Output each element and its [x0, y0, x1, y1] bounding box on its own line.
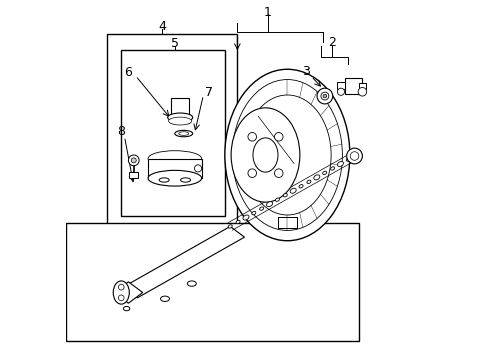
Ellipse shape	[123, 306, 130, 311]
Ellipse shape	[313, 175, 319, 180]
Ellipse shape	[337, 161, 343, 166]
Circle shape	[357, 87, 366, 96]
Text: 4: 4	[158, 20, 166, 33]
Ellipse shape	[322, 171, 326, 175]
Circle shape	[131, 158, 136, 163]
Ellipse shape	[148, 170, 201, 186]
Polygon shape	[114, 282, 142, 303]
Circle shape	[323, 94, 326, 98]
Text: 8: 8	[117, 125, 125, 138]
Ellipse shape	[299, 185, 303, 188]
Ellipse shape	[175, 130, 192, 137]
Ellipse shape	[148, 151, 201, 166]
Bar	[344, 78, 362, 94]
Ellipse shape	[266, 202, 272, 207]
Ellipse shape	[259, 207, 263, 210]
Bar	[148, 158, 201, 178]
Circle shape	[346, 148, 362, 164]
Ellipse shape	[231, 108, 299, 202]
Ellipse shape	[275, 198, 279, 201]
Bar	[337, 82, 345, 89]
Ellipse shape	[179, 132, 188, 135]
Text: 5: 5	[170, 37, 179, 50]
Ellipse shape	[236, 220, 240, 224]
Ellipse shape	[167, 113, 192, 122]
Circle shape	[316, 88, 332, 104]
Ellipse shape	[159, 178, 169, 182]
Circle shape	[274, 169, 283, 177]
Circle shape	[118, 284, 124, 290]
Ellipse shape	[228, 225, 232, 228]
Circle shape	[247, 169, 256, 177]
Bar	[107, 33, 237, 255]
Ellipse shape	[113, 281, 129, 304]
Ellipse shape	[160, 296, 169, 301]
Text: 6: 6	[124, 66, 132, 79]
Circle shape	[194, 165, 201, 172]
Ellipse shape	[168, 117, 191, 125]
Ellipse shape	[251, 211, 255, 215]
Bar	[129, 172, 138, 178]
Text: 3: 3	[302, 64, 309, 77]
Ellipse shape	[187, 281, 196, 286]
Circle shape	[320, 92, 328, 100]
Bar	[121, 50, 224, 216]
Bar	[358, 83, 365, 89]
Circle shape	[118, 295, 124, 301]
Circle shape	[247, 132, 256, 141]
Ellipse shape	[289, 188, 296, 193]
Ellipse shape	[283, 194, 287, 197]
Bar	[171, 98, 189, 123]
Text: 1: 1	[263, 6, 271, 19]
Text: 7: 7	[204, 86, 212, 99]
Circle shape	[337, 88, 344, 95]
Ellipse shape	[243, 215, 248, 220]
Ellipse shape	[346, 158, 349, 161]
Polygon shape	[123, 226, 244, 298]
Circle shape	[349, 152, 358, 160]
Ellipse shape	[306, 180, 310, 184]
Bar	[66, 223, 358, 341]
Ellipse shape	[252, 138, 277, 172]
Ellipse shape	[224, 69, 349, 241]
Ellipse shape	[330, 167, 334, 170]
Ellipse shape	[180, 178, 190, 182]
Circle shape	[274, 132, 283, 141]
Circle shape	[128, 155, 139, 166]
Text: 2: 2	[327, 36, 335, 49]
